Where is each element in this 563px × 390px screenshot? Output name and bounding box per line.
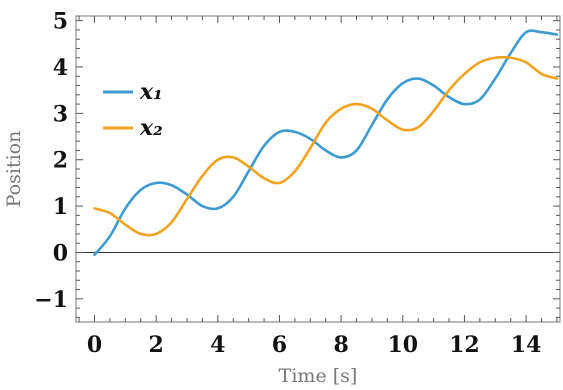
series-line-1	[93, 29, 559, 257]
x-axis-title: Time [s]	[279, 365, 358, 387]
y-tick-label: 5	[53, 9, 68, 35]
x-tick-label: 6	[272, 332, 287, 358]
x-tick-label: 4	[210, 332, 225, 358]
x-tick-label: 12	[449, 332, 480, 358]
y-tick-label: 0	[53, 240, 68, 266]
legend: x₁ x₂	[103, 79, 163, 141]
series-line-2	[93, 55, 559, 237]
y-tick-label: 2	[53, 148, 68, 174]
x-tick-label: 0	[87, 332, 102, 358]
series-layer	[93, 29, 559, 257]
x-tick-label: 8	[333, 332, 348, 358]
y-tick-label: −1	[34, 287, 68, 313]
y-tick-label: 3	[53, 101, 68, 127]
plot-frame	[75, 15, 561, 323]
legend-label: x₂	[139, 115, 163, 141]
x-tick-label: 10	[387, 332, 418, 358]
y-tick-label: 4	[53, 55, 68, 81]
y-tick-label: 1	[53, 194, 68, 220]
x-tick-label: 14	[511, 332, 542, 358]
y-axis-title: Position	[3, 131, 25, 208]
x-tick-label: 2	[148, 332, 163, 358]
legend-label: x₁	[139, 79, 163, 105]
